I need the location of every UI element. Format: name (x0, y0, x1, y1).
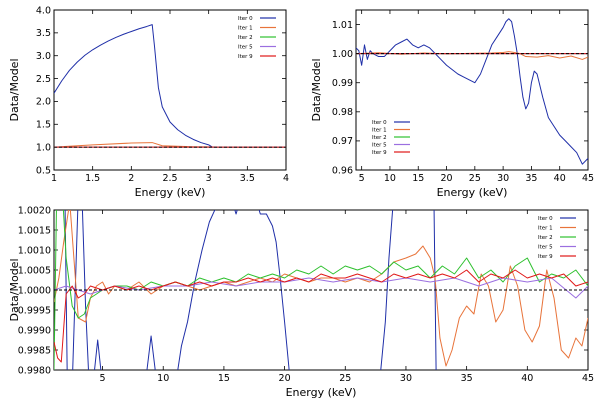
x-tick-label: 15 (412, 173, 424, 184)
y-axis-label: Data/Model (8, 59, 21, 122)
y-axis-label: Data/Model (310, 59, 323, 122)
x-tick-label: 15 (218, 373, 230, 384)
y-tick-label: 1.0010 (18, 245, 51, 256)
legend-label: Iter 2 (372, 135, 387, 141)
x-tick-label: 3.5 (240, 173, 255, 184)
x-axis-label: Energy (keV) (135, 186, 206, 199)
series-line-iter-0 (54, 24, 286, 148)
x-tick-label: 4 (283, 173, 289, 184)
legend-label: Iter 1 (238, 26, 253, 32)
series-line-iter-1 (356, 51, 588, 60)
y-tick-label: 0.5 (36, 165, 51, 176)
series-line-iter-0 (356, 18, 588, 165)
series-group (54, 210, 588, 370)
y-tick-label: 0.9995 (18, 305, 51, 316)
series-group (54, 24, 286, 148)
y-tick-label: 1.0015 (18, 225, 51, 236)
legend-label: Iter 0 (538, 216, 553, 222)
legend-label: Iter 0 (372, 120, 387, 126)
x-tick-label: 10 (384, 173, 396, 184)
series-line-iter-9 (54, 269, 588, 363)
y-tick-label: 0.9985 (18, 345, 51, 356)
x-tick-label: 45 (582, 373, 594, 384)
y-tick-label: 0.96 (332, 165, 353, 176)
legend-label: Iter 2 (238, 35, 253, 41)
y-tick-label: 1.01 (332, 20, 353, 31)
y-tick-label: 3.0 (36, 51, 51, 62)
legend-label: Iter 2 (538, 235, 553, 241)
y-tick-label: 0.99 (332, 78, 353, 89)
x-tick-label: 3 (206, 173, 212, 184)
x-tick-label: 2.5 (162, 173, 177, 184)
y-tick-label: 4.0 (36, 5, 51, 16)
panel-top-right: 5 10 15 20 25 30 35 40 45 0.96 0.97 0.98 0.99 1.00 1.0… (310, 9, 594, 199)
panel-top-left: 1 1.5 2 2.5 3 3.5 4 0.5 1.0 1.5 2.0 2.5 3.0 3.5 4.0 Ene… (8, 5, 289, 199)
x-axis-label: Energy (keV) (437, 186, 508, 199)
y-tick-label: 0.9980 (18, 365, 51, 376)
y-tick-label: 1.5 (36, 120, 51, 131)
x-tick-label: 25 (469, 173, 481, 184)
y-tick-label: 1.00 (332, 49, 353, 60)
x-tick-label: 45 (582, 173, 594, 184)
legend-label: Iter 5 (538, 245, 553, 251)
legend-label: Iter 1 (372, 128, 387, 134)
x-tick-label: 1.5 (85, 173, 100, 184)
legend: Iter 0 Iter 1 Iter 2 Iter 5 Iter 9 (238, 16, 276, 60)
legend-label: Iter 1 (538, 226, 553, 232)
x-tick-label: 30 (400, 373, 412, 384)
axes-frame (355, 9, 589, 171)
y-tick-label: 0.97 (332, 136, 353, 147)
y-tick-label: 3.5 (36, 28, 51, 39)
series-line-iter-1 (54, 210, 588, 367)
x-tick-label: 25 (339, 373, 351, 384)
y-axis-label: Data/Model (8, 259, 21, 322)
panel-bottom: 5 10 15 20 25 30 35 40 45 0.9980 0.9985 0.9990 0.999… (8, 205, 594, 399)
x-tick-label: 10 (157, 373, 169, 384)
y-tick-label: 1.0020 (18, 205, 51, 216)
series-group (356, 18, 588, 165)
legend-label: Iter 0 (238, 16, 253, 22)
legend: Iter 0 Iter 1 Iter 2 Iter 5 Iter 9 (538, 216, 576, 260)
x-tick-label: 20 (440, 173, 452, 184)
legend-label: Iter 9 (372, 150, 387, 156)
x-tick-label: 40 (521, 373, 533, 384)
series-line-iter-5 (54, 277, 588, 299)
y-tick-label: 2.0 (36, 97, 51, 108)
x-tick-label: 30 (497, 173, 509, 184)
legend-label: Iter 5 (372, 143, 387, 149)
x-axis-label: Energy (keV) (286, 386, 357, 399)
y-tick-label: 1.0 (36, 142, 51, 153)
x-tick-label: 1 (51, 173, 57, 184)
series-line-iter-1 (54, 142, 286, 148)
series-line-iter-0 (64, 210, 437, 370)
y-tick-label: 1.0000 (18, 285, 51, 296)
y-tick-label: 1.0005 (18, 265, 51, 276)
y-tick-label: 0.9990 (18, 325, 51, 336)
legend-label: Iter 5 (238, 45, 253, 51)
x-tick-label: 40 (554, 173, 566, 184)
x-tick-label: 5 (100, 373, 106, 384)
x-tick-label: 35 (525, 173, 537, 184)
x-tick-label: 20 (279, 373, 291, 384)
x-tick-label: 2 (128, 173, 134, 184)
x-tick-label: 35 (461, 373, 473, 384)
series-line-iter-2 (54, 210, 588, 370)
y-tick-label: 2.5 (36, 74, 51, 85)
y-tick-label: 0.98 (332, 107, 353, 118)
legend-label: Iter 9 (538, 254, 553, 260)
legend-label: Iter 9 (238, 54, 253, 60)
x-tick-label: 5 (359, 173, 365, 184)
